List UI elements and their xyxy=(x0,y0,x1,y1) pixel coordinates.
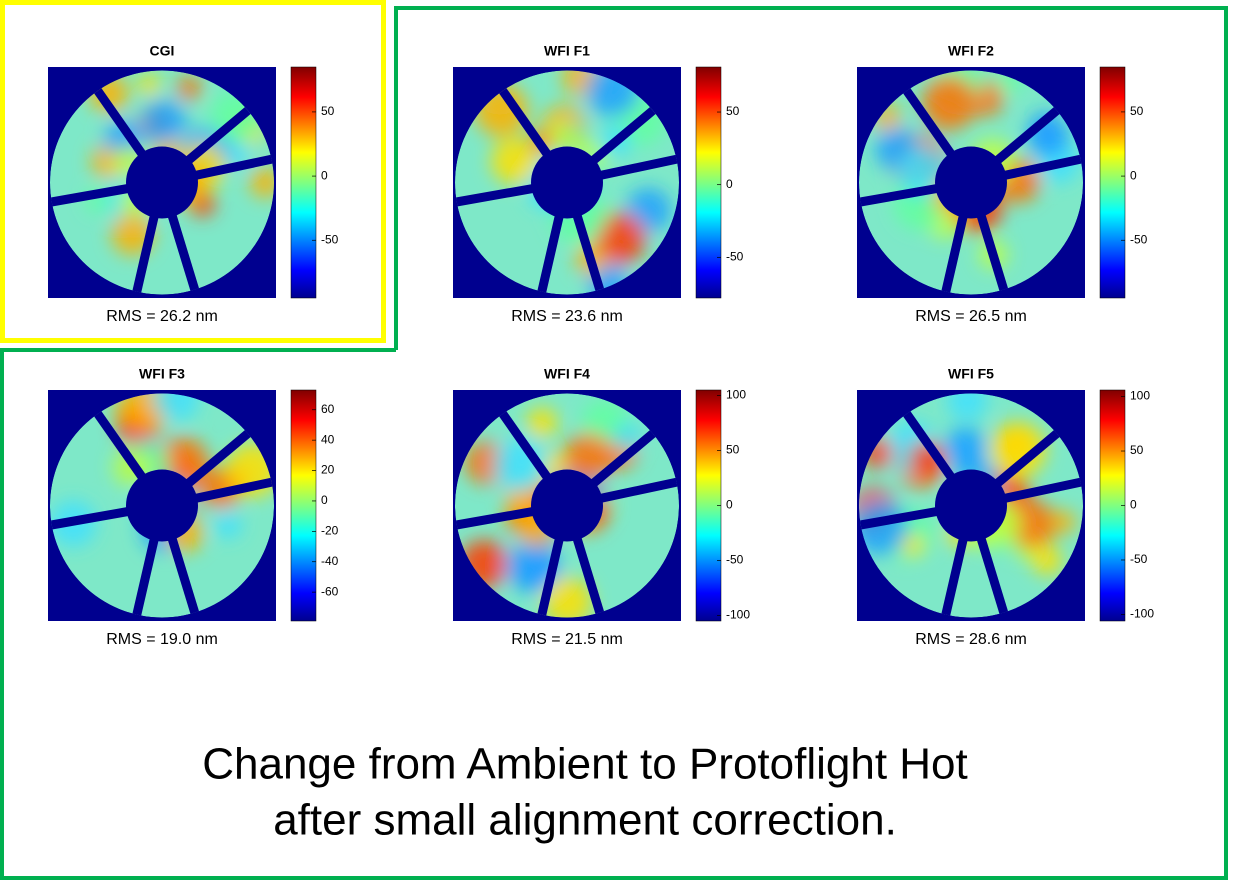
colorbar-tick-label: 0 xyxy=(1130,168,1137,182)
colorbar-tick-label: 60 xyxy=(321,402,335,416)
colorbar-tick-label: 0 xyxy=(726,498,733,512)
map-blob xyxy=(922,75,977,130)
map-blob xyxy=(859,499,909,555)
map-blob xyxy=(526,407,558,439)
wavefront-map xyxy=(857,390,1085,621)
wavefront-map xyxy=(48,390,276,621)
map-blob xyxy=(505,541,558,593)
colorbar-tick-label: 50 xyxy=(321,104,335,118)
map-blob xyxy=(490,137,539,185)
caption-line: after small alignment correction. xyxy=(273,796,897,845)
caption-line: Change from Ambient to Protoflight Hot xyxy=(202,740,968,789)
map-blob xyxy=(177,76,202,101)
map-blob xyxy=(944,427,987,470)
central-obscuration xyxy=(531,146,603,219)
central-obscuration xyxy=(531,469,603,542)
map-title: WFI F4 xyxy=(544,366,590,382)
colorbar-tick-label: 100 xyxy=(726,388,746,402)
central-obscuration xyxy=(935,469,1007,542)
map-title: WFI F3 xyxy=(139,366,185,382)
rms-label: RMS = 26.2 nm xyxy=(106,308,218,325)
colorbar xyxy=(1099,66,1126,299)
colorbar-tick-label: 0 xyxy=(1130,498,1137,512)
map-blob xyxy=(901,534,924,557)
wavefront-map xyxy=(48,67,276,298)
colorbar-tick-label: -20 xyxy=(321,524,339,538)
colorbar-tick-label: -50 xyxy=(1130,232,1148,246)
colorbar-tick-label: 0 xyxy=(321,493,328,507)
rms-label: RMS = 26.5 nm xyxy=(915,308,1027,325)
rms-label: RMS = 23.6 nm xyxy=(511,308,623,325)
green-frame xyxy=(0,6,1228,880)
map-blob xyxy=(542,576,593,618)
map-blob xyxy=(213,510,242,539)
map-blob xyxy=(1007,500,1056,549)
map-blob xyxy=(946,393,988,421)
colorbar-tick-label: -100 xyxy=(1130,607,1154,621)
wavefront-map xyxy=(453,67,681,298)
map-blob xyxy=(563,433,613,482)
colorbar-tick-label: 0 xyxy=(321,168,328,182)
colorbar-tick-label: 40 xyxy=(321,432,335,446)
map-title: WFI F2 xyxy=(948,43,994,59)
colorbar-tick-label: 50 xyxy=(726,443,740,457)
colorbar-tick-label: 50 xyxy=(1130,104,1144,118)
colorbar xyxy=(695,389,722,622)
map-title: CGI xyxy=(150,43,175,59)
central-obscuration xyxy=(126,469,198,542)
map-blob xyxy=(593,212,646,265)
yellow-frame xyxy=(0,0,386,343)
map-blob xyxy=(121,393,173,431)
colorbar-tick-label: 50 xyxy=(726,104,740,118)
colorbar xyxy=(290,66,317,299)
central-obscuration xyxy=(935,146,1007,219)
rms-label: RMS = 28.6 nm xyxy=(915,631,1027,648)
map-blob xyxy=(153,393,199,422)
wavefront-map xyxy=(453,390,681,621)
colorbar-tick-label: -60 xyxy=(321,584,339,598)
colorbar-tick-label: -50 xyxy=(321,232,339,246)
map-blob xyxy=(991,422,1047,478)
map-blob xyxy=(1051,510,1076,535)
colorbar-tick-label: -50 xyxy=(1130,552,1148,566)
colorbar-tick-label: -50 xyxy=(726,553,744,567)
map-blob xyxy=(249,167,274,198)
map-blob xyxy=(138,73,161,97)
colorbar xyxy=(290,389,317,622)
colorbar xyxy=(695,66,722,299)
colorbar-tick-label: -40 xyxy=(321,554,339,568)
map-blob xyxy=(111,213,154,256)
colorbar-tick-label: 0 xyxy=(726,177,733,191)
map-title: WFI F5 xyxy=(948,366,994,382)
colorbar-tick-label: 20 xyxy=(321,463,335,477)
rms-label: RMS = 19.0 nm xyxy=(106,631,218,648)
colorbar-tick-label: 100 xyxy=(1130,389,1150,403)
map-blob xyxy=(1032,545,1063,576)
central-obscuration xyxy=(126,146,198,219)
wavefront-map xyxy=(857,67,1085,298)
colorbar-tick-label: -50 xyxy=(726,249,744,263)
rms-label: RMS = 21.5 nm xyxy=(511,631,623,648)
colorbar-tick-label: -100 xyxy=(726,608,750,622)
map-title: WFI F1 xyxy=(544,43,590,59)
map-blob xyxy=(1029,111,1062,144)
colorbar-tick-label: 50 xyxy=(1130,443,1144,457)
map-blob xyxy=(141,99,187,145)
